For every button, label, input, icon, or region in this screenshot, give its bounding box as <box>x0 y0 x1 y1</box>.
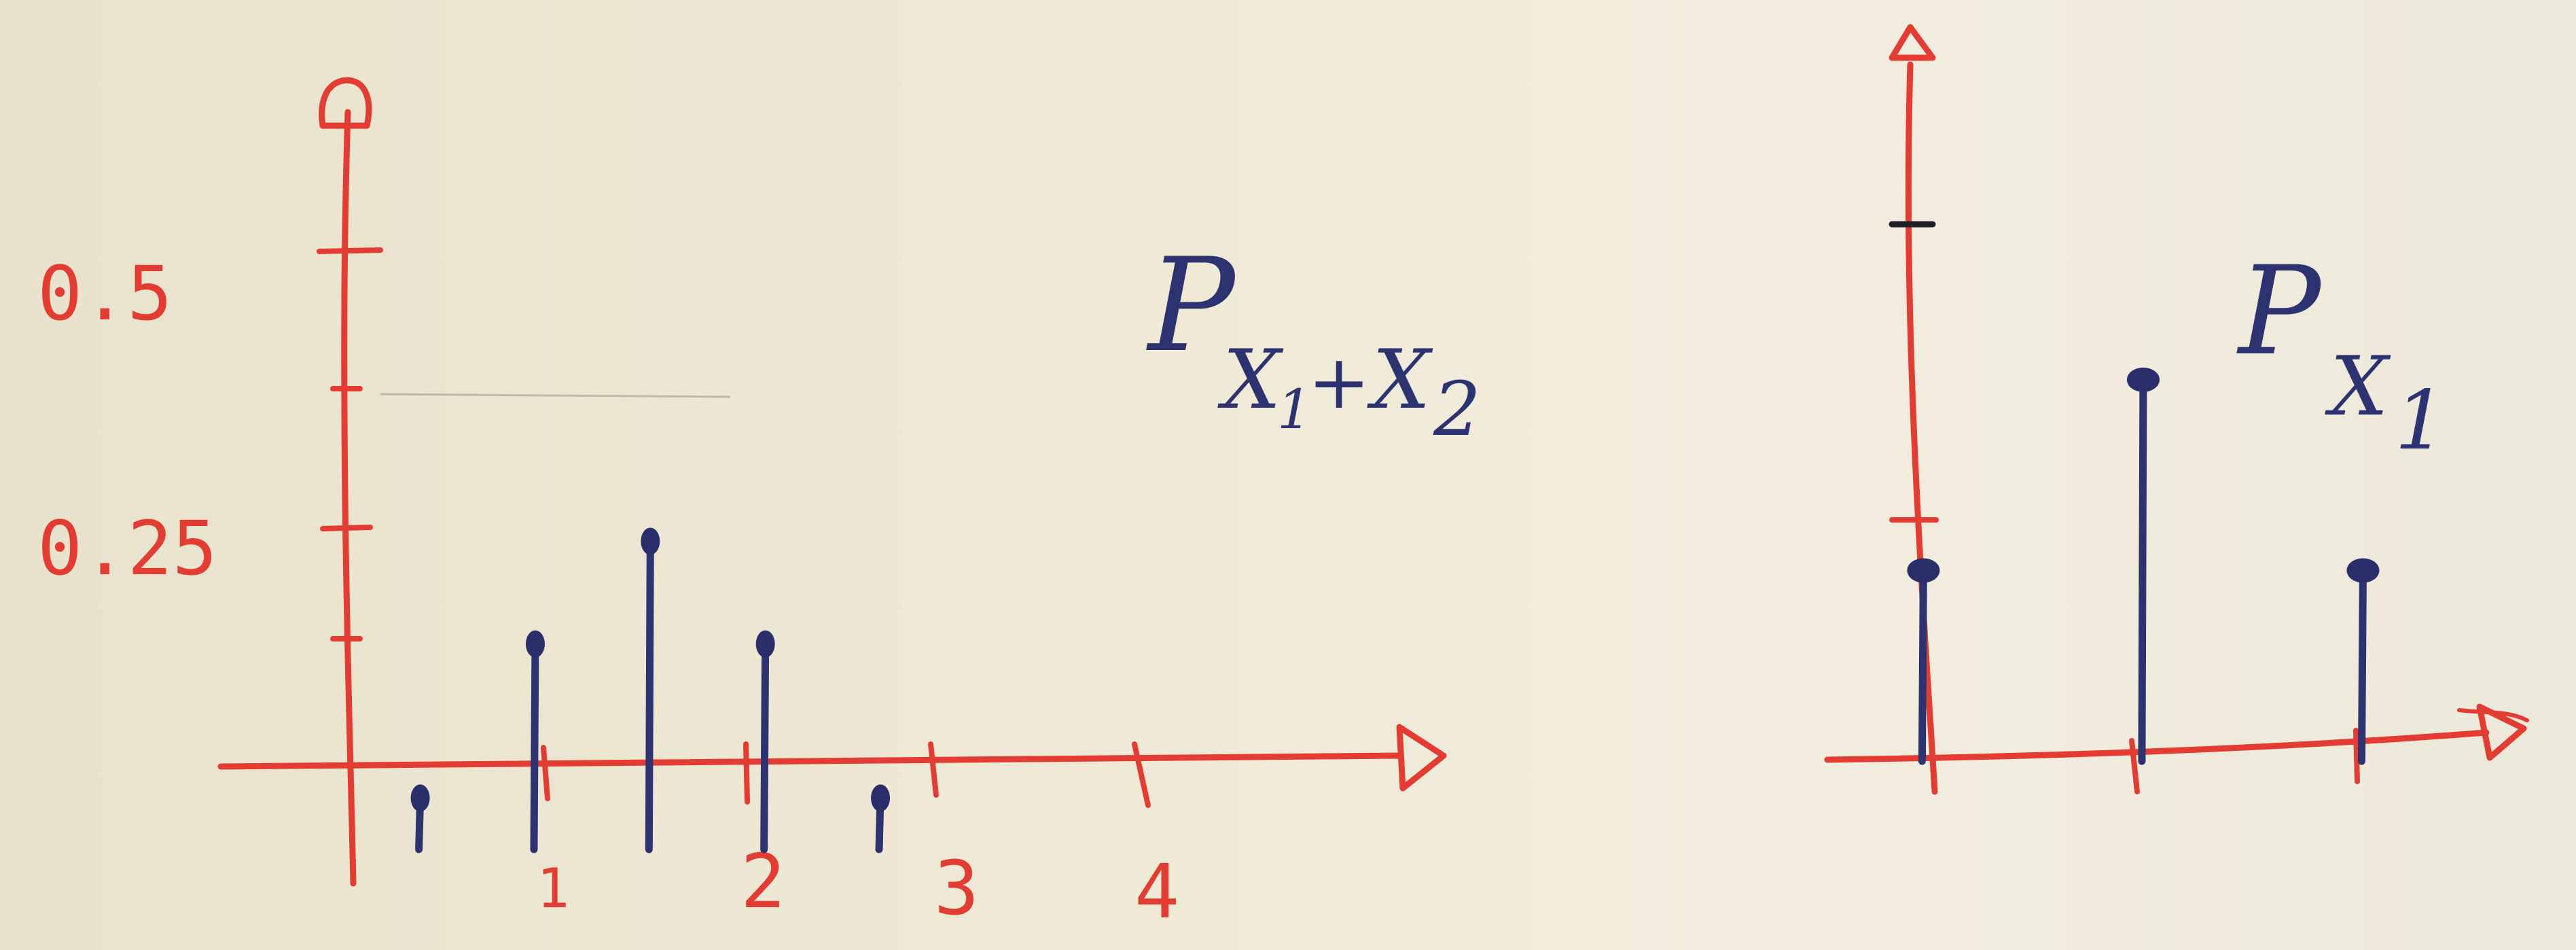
left-x-label-4: 4 <box>1134 848 1179 935</box>
left-x-arrow <box>1396 724 1447 792</box>
left-title-sub1: X <box>1217 333 1284 427</box>
left-x-tick-4 <box>1132 741 1151 808</box>
plot-left: 0.5 0.25 1 2 3 4 P X 1 + X 2 <box>37 77 1481 935</box>
left-title: P X 1 + X 2 <box>1146 230 1481 453</box>
left-stem-dot-x0 <box>410 784 430 812</box>
left-y-arrow <box>319 77 372 129</box>
right-x-tick-1 <box>2129 738 2140 794</box>
left-stem-x3 <box>760 640 770 854</box>
right-title-sub1: X <box>2325 340 2391 434</box>
plot-right: P X 1 <box>1824 24 2529 795</box>
right-stem-dot-x0 <box>1907 558 1940 583</box>
right-stem-dot-x1 <box>2126 367 2160 392</box>
left-title-op: + <box>1308 338 1370 425</box>
right-y-arrow <box>1889 24 1936 61</box>
right-stem-dot-x2 <box>2346 558 2380 583</box>
left-x-axis <box>217 752 1403 770</box>
left-x-label-3: 3 <box>934 845 979 932</box>
left-stem-dot-x3 <box>755 630 775 658</box>
right-title-sub1-index: 1 <box>2395 374 2446 468</box>
left-y-axis <box>341 109 357 887</box>
right-stem-x1 <box>2138 376 2147 765</box>
left-x-tick-1 <box>541 745 550 801</box>
left-y-tick-0.5 <box>317 247 383 254</box>
right-x-arrow <box>2476 703 2527 761</box>
left-stems <box>410 527 891 854</box>
left-guide-line <box>380 393 731 398</box>
left-x-label-1: 1 <box>537 857 569 920</box>
left-stem-dot-x2 <box>641 527 660 555</box>
right-title: P X 1 <box>2236 241 2446 468</box>
right-x-arrow-scribble <box>2457 708 2529 722</box>
right-x-axis <box>1824 729 2490 763</box>
left-title-sub2-index: 2 <box>1433 366 1481 453</box>
left-y-tick-0.25 <box>320 525 373 531</box>
left-x-tick-2 <box>743 741 750 805</box>
right-title-main: P <box>2236 241 2323 383</box>
left-y-label-0.5: 0.5 <box>37 250 173 337</box>
right-y-axis <box>1905 61 1938 795</box>
right-stem-x0 <box>1918 566 1927 765</box>
left-stem-dot-x4 <box>871 784 891 812</box>
right-stems <box>1907 367 2380 765</box>
left-stem-dot-x1 <box>525 630 545 658</box>
left-title-main: P <box>1146 230 1237 381</box>
left-title-sub1-index: 1 <box>1277 378 1312 441</box>
left-title-sub2: X <box>1367 333 1433 427</box>
left-y-label-0.25: 0.25 <box>37 505 217 592</box>
left-stem-x1 <box>530 640 539 854</box>
right-x-tick-2 <box>2353 728 2360 784</box>
right-stem-x2 <box>2357 566 2367 765</box>
left-stem-x2 <box>645 538 654 854</box>
left-x-tick-3 <box>928 741 939 798</box>
